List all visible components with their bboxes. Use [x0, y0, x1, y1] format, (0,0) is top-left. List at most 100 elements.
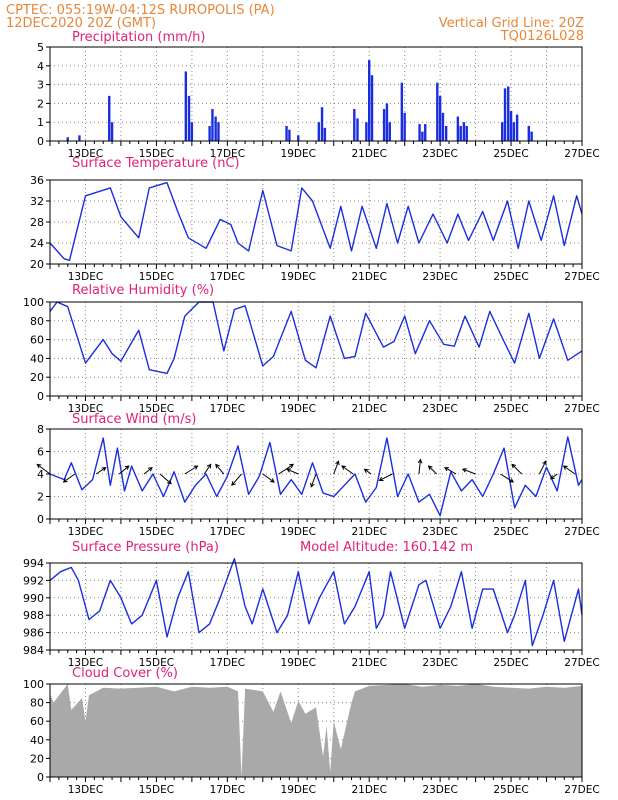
- x-tick-label: 25DEC: [493, 657, 528, 669]
- precip-bar: [462, 122, 466, 141]
- x-tick-label: 27DEC: [564, 271, 599, 283]
- y-tick-label: 4: [37, 468, 44, 481]
- wind-arrow: [549, 473, 558, 480]
- precip-bar: [285, 125, 288, 141]
- precip-bar: [288, 129, 291, 141]
- precip-bar: [400, 82, 404, 141]
- y-tick-label: 5: [37, 41, 44, 54]
- header-grid-note: Vertical Grid Line: 20Z: [439, 16, 584, 31]
- x-tick-label: 19DEC: [281, 271, 316, 283]
- humidity-panel: Relative Humidity (%) 0 20 40 60 80 100 13DEC 15…: [23, 283, 600, 415]
- pressure-series-line: [49, 557, 583, 647]
- x-tick-label: 25DEC: [493, 403, 528, 415]
- wind-arrow: [159, 473, 172, 485]
- x-tick-label: 23DEC: [422, 526, 457, 538]
- y-tick-label: 40: [30, 734, 44, 747]
- precip-bar: [438, 95, 442, 141]
- precip-bar: [512, 122, 516, 141]
- precip-bar: [509, 110, 513, 141]
- humidity-series-line: [49, 301, 583, 375]
- precip-bar: [211, 109, 214, 141]
- precip-bar: [190, 122, 194, 141]
- pressure-frame: [49, 562, 583, 651]
- y-tick-label: 60: [30, 334, 44, 347]
- precip-bar: [78, 135, 81, 141]
- x-tick-label: 13DEC: [68, 403, 103, 415]
- wind-arrow: [278, 463, 295, 475]
- x-tick-label: 27DEC: [564, 403, 599, 415]
- y-tick-label: 1: [37, 116, 44, 129]
- y-tick-label: 984: [23, 644, 44, 657]
- temperature-title: Surface Temperature (nC): [72, 156, 240, 171]
- x-tick-label: 19DEC: [281, 657, 316, 669]
- x-tick-label: 21DEC: [351, 148, 386, 160]
- wind-arrow: [310, 473, 317, 488]
- humidity-frame: [49, 301, 583, 397]
- cloud-cover-panel: Cloud Cover (%) 0 20 40 60 80 100 13DEC 15DEC 17D…: [23, 666, 600, 796]
- x-tick-label: 19DEC: [281, 526, 316, 538]
- wind-title: Surface Wind (m/s): [72, 412, 196, 427]
- precip-bar: [421, 131, 424, 141]
- y-tick-label: 24: [30, 237, 44, 250]
- x-tick-label: 13DEC: [68, 148, 103, 160]
- y-tick-label: 20: [30, 258, 44, 271]
- y-tick-label: 986: [23, 627, 44, 640]
- x-tick-label: 21DEC: [351, 271, 386, 283]
- precip-bar: [66, 137, 69, 141]
- wind-panel: Surface Wind (m/s) 0 2 4 6 8 13DEC 15DEC 17DEC 19…: [36, 412, 600, 538]
- precip-bar: [382, 109, 386, 141]
- precip-bar: [444, 125, 448, 141]
- precip-bar: [503, 88, 507, 141]
- wind-arrow: [538, 460, 547, 475]
- panels-group: Precipitation (mm/h) 0 1 2 3 4 5 13DEC 15DEC 17DE…: [23, 30, 600, 796]
- y-tick-label: 80: [30, 697, 44, 710]
- x-tick-label: 21DEC: [351, 784, 386, 796]
- y-tick-label: 2: [37, 97, 44, 110]
- precip-bar: [436, 82, 439, 141]
- y-tick-label: 8: [37, 423, 44, 436]
- y-tick-label: 6: [37, 446, 44, 459]
- cloud-cover-area: [50, 684, 582, 777]
- wind-arrow: [286, 468, 299, 475]
- x-tick-label: 15DEC: [139, 403, 174, 415]
- x-tick-label: 15DEC: [139, 271, 174, 283]
- precip-bar: [527, 125, 530, 141]
- y-tick-label: 988: [23, 609, 44, 622]
- precip-bar: [501, 122, 504, 141]
- precip-bar: [403, 112, 406, 141]
- x-tick-label: 19DEC: [281, 784, 316, 796]
- precip-bar: [365, 122, 368, 141]
- header-model-id: TQ0126L028: [500, 29, 584, 44]
- x-tick-label: 17DEC: [210, 271, 245, 283]
- wind-arrow: [62, 473, 76, 483]
- precipitation-title: Precipitation (mm/h): [72, 30, 205, 45]
- precip-bar: [459, 125, 462, 141]
- precip-bar: [214, 116, 217, 141]
- precip-bar: [418, 124, 421, 141]
- x-tick-label: 27DEC: [564, 148, 599, 160]
- x-tick-label: 27DEC: [564, 657, 599, 669]
- precip-bar: [320, 107, 324, 141]
- header-location: CPTEC: 055:19W-04:12S RUROPOLIS (PA): [6, 3, 275, 18]
- y-tick-label: 20: [30, 371, 44, 384]
- x-tick-label: 25DEC: [493, 526, 528, 538]
- y-tick-label: 32: [30, 195, 44, 208]
- x-tick-label: 15DEC: [139, 784, 174, 796]
- y-tick-label: 60: [30, 715, 44, 728]
- wind-arrow: [118, 465, 130, 475]
- wind-arrow: [215, 463, 225, 475]
- wind-arrow: [378, 473, 393, 481]
- wind-arrow: [511, 463, 523, 475]
- x-tick-label: 27DEC: [564, 784, 599, 796]
- humidity-title: Relative Humidity (%): [72, 283, 214, 298]
- x-tick-label: 13DEC: [68, 784, 103, 796]
- x-tick-label: 23DEC: [422, 271, 457, 283]
- wind-series-line: [49, 436, 583, 517]
- wind-arrow: [231, 473, 242, 486]
- precip-bar: [217, 122, 220, 141]
- x-tick-label: 13DEC: [68, 526, 103, 538]
- y-tick-label: 80: [30, 315, 44, 328]
- x-tick-label: 17DEC: [210, 403, 245, 415]
- y-tick-label: 0: [37, 771, 44, 784]
